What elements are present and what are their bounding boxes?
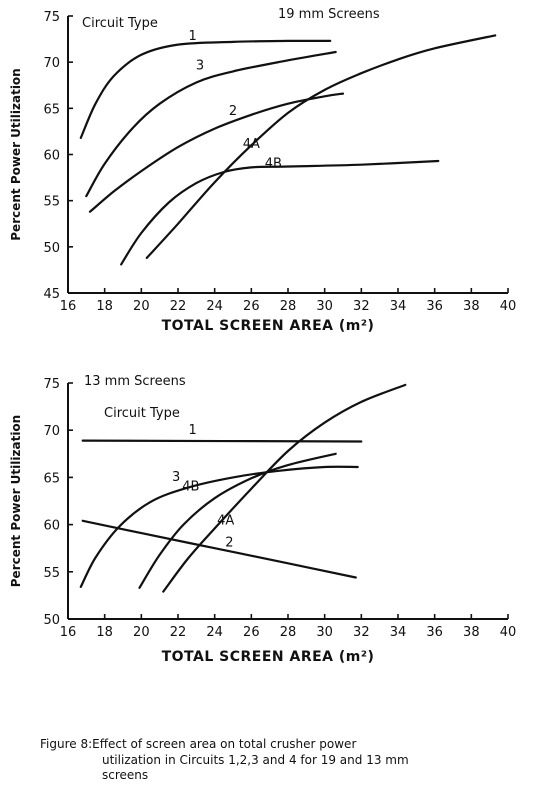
x-tick-label: 30 (316, 625, 333, 640)
x-tick-label: 38 (463, 625, 480, 640)
x-tick-label: 32 (353, 625, 370, 640)
x-tick-label: 34 (390, 299, 407, 314)
x-tick-label: 32 (353, 299, 370, 314)
y-tick-label: 60 (43, 149, 60, 164)
series-line-1 (81, 439, 363, 443)
x-tick-label: 20 (133, 299, 150, 314)
x-tick-label: 18 (96, 625, 113, 640)
x-tick-label: 28 (280, 299, 297, 314)
x-tick-label: 18 (96, 299, 113, 314)
legend-title: Circuit Type (104, 406, 180, 421)
x-tick-label: 36 (426, 299, 443, 314)
x-tick-label: 28 (280, 625, 297, 640)
y-tick-label: 60 (43, 519, 60, 534)
series-line-4a (162, 383, 407, 593)
series-label-4b: 4B (265, 156, 282, 171)
x-tick-label: 16 (60, 625, 77, 640)
y-tick-label: 45 (43, 287, 60, 302)
chart-19mm: 16 18 20 22 24 26 28 30 32 34 36 38 4045505560657075… (9, 7, 516, 334)
panel-label: 13 mm Screens (84, 374, 186, 389)
x-tick-label: 38 (463, 299, 480, 314)
x-axis-title: TOTAL SCREEN AREA (m²) (162, 318, 375, 334)
panel-label: 19 mm Screens (278, 7, 380, 22)
caption-line-2: utilization in Circuits 1,2,3 and 4 for … (102, 753, 409, 767)
x-tick-label: 22 (170, 625, 187, 640)
series-line-3 (79, 465, 359, 588)
y-tick-label: 55 (43, 195, 60, 210)
series-line-4a (145, 34, 497, 259)
series-label-2: 2 (229, 104, 237, 119)
series-label-2: 2 (225, 535, 233, 550)
series-line-2 (88, 92, 345, 213)
y-tick-label: 50 (43, 613, 60, 628)
x-tick-label: 16 (60, 299, 77, 314)
series-line-4b (120, 159, 440, 266)
series-label-4a: 4A (243, 137, 260, 152)
caption-line-3: screens (102, 768, 148, 782)
x-tick-label: 34 (390, 625, 407, 640)
y-tick-label: 75 (43, 377, 60, 392)
y-axis-title: Percent Power Utilization (9, 415, 23, 587)
series-label-3: 3 (172, 470, 180, 485)
series-label-4b: 4B (182, 480, 199, 495)
caption-line-1: Figure 8:Effect of screen area on total … (40, 737, 356, 751)
x-tick-label: 26 (243, 299, 260, 314)
series-line-4b (138, 452, 337, 589)
y-tick-label: 65 (43, 471, 60, 486)
x-tick-label: 24 (206, 299, 223, 314)
chart-13mm: 16 18 20 22 24 26 28 30 32 34 36 38 40505560657075TO… (9, 374, 516, 665)
x-tick-label: 40 (500, 625, 517, 640)
y-tick-label: 70 (43, 56, 60, 71)
y-tick-label: 65 (43, 102, 60, 117)
x-tick-label: 26 (243, 625, 260, 640)
series-line-1 (79, 39, 332, 139)
series-label-1: 1 (189, 423, 197, 438)
y-axis-title: Percent Power Utilization (9, 68, 23, 240)
x-tick-label: 22 (170, 299, 187, 314)
y-tick-label: 70 (43, 424, 60, 439)
y-tick-label: 50 (43, 241, 60, 256)
series-line-3 (85, 50, 337, 198)
x-tick-label: 30 (316, 299, 333, 314)
x-tick-label: 40 (500, 299, 517, 314)
y-tick-label: 75 (43, 10, 60, 25)
series-label-1: 1 (189, 29, 197, 44)
series-label-4a: 4A (217, 514, 234, 529)
x-tick-label: 24 (206, 625, 223, 640)
legend-title: Circuit Type (82, 16, 158, 31)
series-label-3: 3 (196, 59, 204, 74)
x-tick-label: 20 (133, 625, 150, 640)
series-line-2 (81, 519, 357, 579)
x-axis-title: TOTAL SCREEN AREA (m²) (162, 649, 375, 665)
y-tick-label: 55 (43, 566, 60, 581)
x-tick-label: 36 (426, 625, 443, 640)
